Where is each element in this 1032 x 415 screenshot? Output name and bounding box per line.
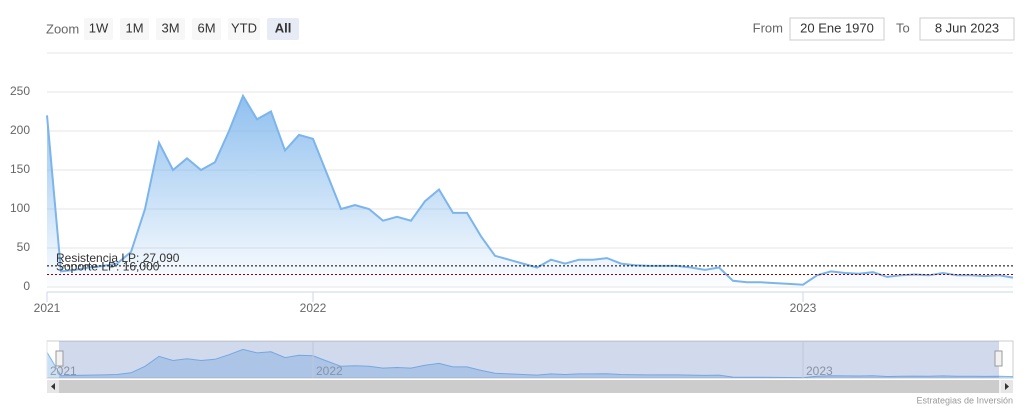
range-button[interactable]: 1W (84, 18, 113, 40)
y-tick-label: 250 (10, 84, 30, 98)
x-tick-label: 2021 (34, 301, 61, 315)
button-label[interactable]: 1W (89, 20, 109, 35)
plot-line-label: Resistencia LP: 27,090 (56, 251, 180, 265)
button-label[interactable]: All (275, 20, 292, 35)
credits[interactable]: Estrategias de Inversión (916, 395, 1013, 405)
button-label[interactable]: 6M (197, 20, 215, 35)
range-button[interactable]: 3M (156, 18, 185, 40)
navigator-handle-right[interactable] (994, 350, 1003, 367)
button-label[interactable]: 3M (161, 20, 179, 35)
navigator-handle-left[interactable] (55, 350, 64, 367)
navigator-label: 2021 (50, 364, 77, 378)
y-tick-label: 100 (10, 201, 30, 215)
from-input[interactable] (789, 17, 885, 41)
range-button[interactable]: 6M (192, 18, 221, 40)
to-input[interactable] (919, 17, 1015, 41)
y-tick-label: 150 (10, 162, 30, 176)
button-bg[interactable] (156, 18, 185, 40)
y-tick-label: 50 (17, 240, 31, 254)
navigator-mask[interactable] (59, 341, 999, 378)
from-label: From (753, 20, 783, 35)
range-buttons: 1W 1M 3M 6M YTD All (84, 18, 299, 40)
to-value[interactable]: 8 Jun 2023 (935, 20, 999, 35)
button-bg[interactable] (267, 18, 299, 40)
navigator-label: 2022 (316, 364, 343, 378)
navigator-line (46, 348, 1014, 379)
zoom-label: Zoom (46, 21, 79, 36)
navigator-area (47, 349, 1013, 378)
area-fill (47, 95, 1013, 288)
button-bg[interactable] (228, 18, 260, 40)
price-line (46, 93, 1014, 286)
button-bg[interactable] (192, 18, 221, 40)
x-tick-label: 2022 (300, 301, 327, 315)
plot-line-label: Soporte LP: 16,000 (56, 260, 160, 274)
button-bg[interactable] (120, 18, 149, 40)
range-button[interactable]: All (267, 18, 299, 40)
from-value[interactable]: 20 Ene 1970 (800, 20, 874, 35)
plot-area: 0 50 100 150 200 250 Resistencia LP: 27,090Sop… (10, 84, 1014, 315)
navigator: 2021 2022 2023 (46, 341, 1014, 379)
scrollbar-thumb[interactable] (59, 380, 999, 393)
button-label[interactable]: YTD (231, 20, 257, 35)
to-label: To (896, 20, 910, 35)
y-tick-label: 0 (23, 279, 30, 293)
button-label[interactable]: 1M (125, 20, 143, 35)
y-tick-label: 200 (10, 123, 30, 137)
navigator-label: 2023 (806, 364, 833, 378)
range-button[interactable]: 1M (120, 18, 149, 40)
range-button[interactable]: YTD (228, 18, 260, 40)
x-tick-label: 2023 (790, 301, 817, 315)
button-bg[interactable] (84, 18, 113, 40)
